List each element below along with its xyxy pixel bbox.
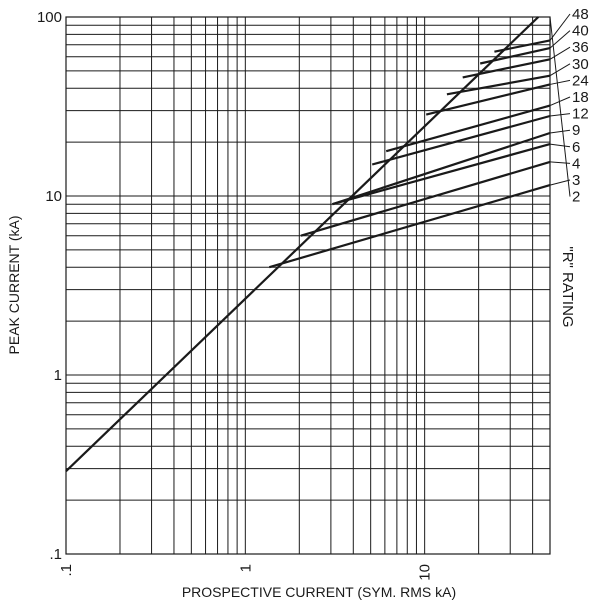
rating-label-4: 4 (572, 155, 580, 172)
curve-layer (65, 16, 551, 472)
rating-label-18: 18 (572, 89, 589, 106)
x-tick-labels: .1 1 10 (58, 564, 434, 581)
y-tick-10: 10 (45, 188, 62, 205)
rating-leader-24 (549, 79, 571, 85)
rating-curve-10 (479, 47, 551, 65)
y-axis-label: PEAK CURRENT (kA) (6, 216, 22, 355)
rating-label-6: 6 (572, 139, 580, 156)
x-tick-1: 1 (237, 564, 254, 572)
x-tick-10: 10 (417, 564, 434, 581)
y-tick-.1: .1 (49, 546, 62, 563)
grid-layer (66, 17, 550, 554)
leader-layer (549, 13, 571, 197)
rating-leader-3 (549, 179, 571, 186)
rating-leader-30 (549, 63, 571, 77)
y-tick-100: 100 (37, 9, 62, 26)
x-tick-.1: .1 (58, 564, 75, 577)
rating-label-40: 40 (572, 23, 589, 40)
rating-curve-2 (300, 160, 551, 237)
rating-label-48: 48 (572, 6, 589, 23)
rating-label-12: 12 (572, 106, 589, 123)
rating-label-30: 30 (572, 56, 589, 73)
rating-leader-2 (549, 16, 571, 197)
rating-label-24: 24 (572, 72, 589, 89)
rating-curve-11 (494, 39, 551, 53)
x-axis-label: PROSPECTIVE CURRENT (SYM. RMS kA) (182, 584, 456, 600)
rating-curve-1 (268, 184, 551, 269)
rating-label-36: 36 (572, 39, 589, 56)
rating-curve-9 (462, 58, 551, 79)
rating-leader-4 (549, 161, 571, 164)
rating-label-2: 2 (572, 189, 580, 206)
rating-leader-36 (549, 46, 571, 60)
rating-curve-6 (385, 104, 551, 153)
rating-leader-18 (549, 96, 571, 107)
rating-curve-5 (371, 114, 551, 166)
rating-curve-4 (332, 131, 551, 206)
rating-label-3: 3 (572, 172, 580, 189)
plot-frame (65, 16, 551, 555)
rating-curve-8 (446, 74, 551, 96)
y-tick-labels: .1 1 10 100 (37, 9, 62, 563)
rating-leader-12 (549, 113, 571, 117)
rating-label-9: 9 (572, 122, 580, 139)
rating-leader-6 (549, 143, 571, 148)
rating-leader-9 (549, 129, 571, 134)
rating-leader-48 (549, 13, 571, 41)
rating-curve-3 (332, 143, 551, 206)
rating-side-label: "R" RATING (559, 246, 576, 327)
rating-curve-7 (425, 83, 551, 116)
y-tick-1: 1 (54, 367, 62, 384)
